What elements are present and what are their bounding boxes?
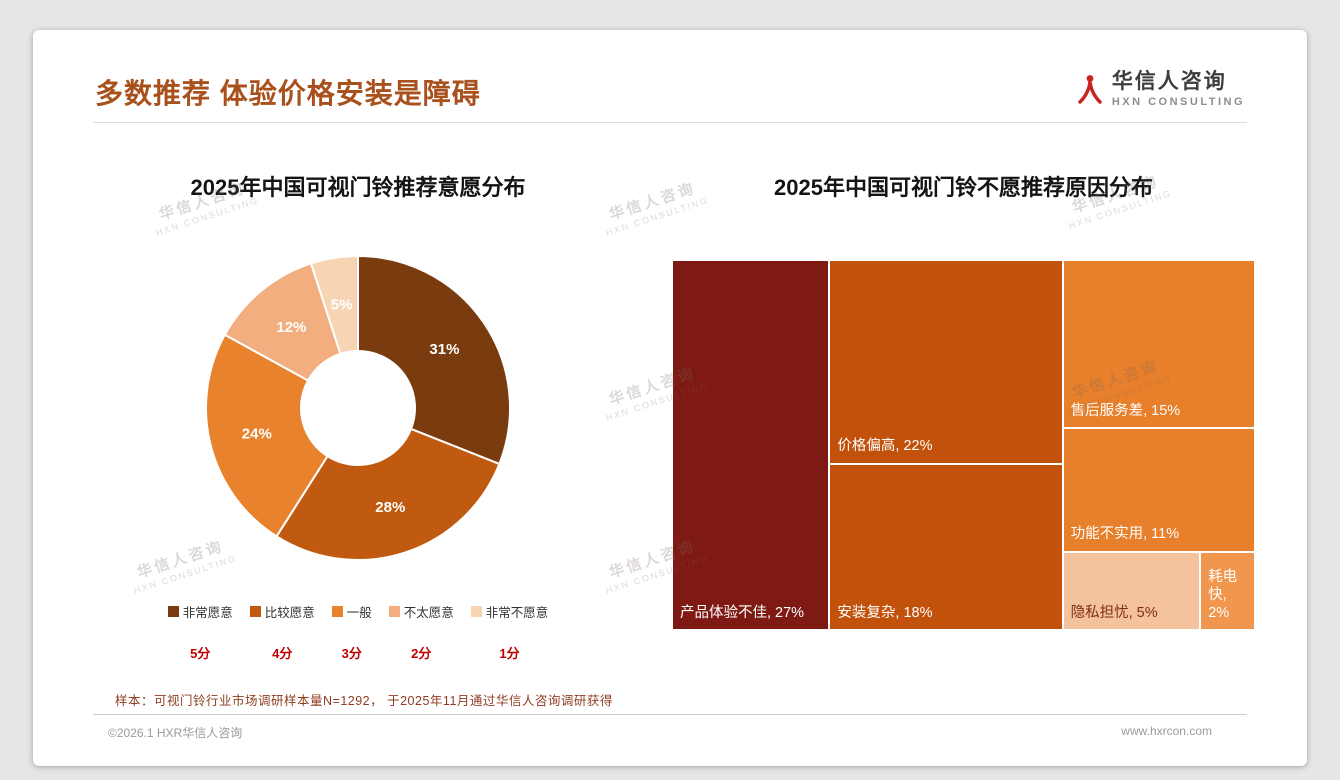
logo-name-cn: 华信人咨询 <box>1111 70 1227 93</box>
treemap-block-4: 功能不实用, 11% <box>1062 427 1255 552</box>
legend-col-1: 比较愿意 4分 <box>249 602 315 662</box>
donut-legend: 非常愿意 5分 比较愿意 4分 一般 3分 不太愿意 2分 非常不愿意 1分 <box>93 602 623 662</box>
treemap-block-0: 产品体验不佳, 27% <box>672 260 830 630</box>
legend-swatch-3 <box>388 606 400 617</box>
legend-swatch-2 <box>331 606 343 617</box>
donut-slice-label-0: 31% <box>429 341 459 358</box>
donut-slice-label-3: 12% <box>276 319 306 336</box>
legend-item-0: 非常愿意 <box>167 602 233 621</box>
donut-slice-0 <box>357 254 511 466</box>
legend-item-3: 不太愿意 <box>388 602 454 621</box>
donut-slice-label-1: 28% <box>375 499 405 516</box>
treemap-block-label-2: 安装复杂, 18% <box>837 604 933 621</box>
legend-item-4: 非常不愿意 <box>470 602 549 621</box>
legend-item-1: 比较愿意 <box>249 602 315 621</box>
logo-text: 华信人咨询 HXN CONSULTING <box>1112 70 1245 108</box>
treemap-block-6: 耗电快, 2% <box>1200 551 1255 630</box>
donut-slice-4 <box>309 254 359 356</box>
treemap-block-label-0: 产品体验不佳, 27% <box>680 604 805 621</box>
legend-label-1: 比较愿意 <box>264 606 315 620</box>
donut-slice-1 <box>275 427 501 561</box>
donut-chart: 31% 28% 24% 12% 5% <box>205 254 511 561</box>
legend-col-2: 一般 3分 <box>331 602 372 662</box>
logo: 华信人咨询 HXN CONSULTING <box>1077 70 1245 108</box>
legend-swatch-4 <box>470 606 482 617</box>
donut-chart-title: 2025年中国可视门铃推荐意愿分布 <box>190 175 526 200</box>
logo-mark-icon <box>1078 75 1102 104</box>
treemap-chart: 产品体验不佳, 27% 价格偏高, 22% 安装复杂, 18% 售后服务差, 15% 功… <box>672 260 1255 630</box>
legend-score-4: 1分 <box>499 646 520 661</box>
legend-score-2: 3分 <box>341 646 362 661</box>
footer-copyright: ©2026.1 HXR华信人咨询 <box>108 726 243 740</box>
donut-slice-2 <box>205 333 329 538</box>
treemap-block-label-3: 售后服务差, 15% <box>1070 402 1181 419</box>
treemap-block-label-5: 隐私担忧, 5% <box>1070 604 1158 621</box>
treemap-block-label-6: 耗电快, 2% <box>1208 568 1238 621</box>
page-title: 多数推荐 体验价格安装是障碍 <box>95 78 481 109</box>
treemap-chart-title: 2025年中国可视门铃不愿推荐原因分布 <box>774 175 1153 200</box>
footer-website: www.hxrcon.com <box>1121 724 1212 738</box>
slide-card: 多数推荐 体验价格安装是障碍 华信人咨询 HXN CONSULTING 2025… <box>33 30 1307 766</box>
donut-slice-3 <box>223 262 342 382</box>
legend-label-3: 不太愿意 <box>403 606 454 620</box>
legend-swatch-0 <box>167 606 179 617</box>
legend-score-1: 4分 <box>272 646 293 661</box>
donut-slice-label-2: 24% <box>242 425 272 442</box>
header-divider <box>93 122 1247 123</box>
legend-swatch-1 <box>249 606 261 617</box>
footer-divider <box>93 714 1247 715</box>
treemap-block-5: 隐私担忧, 5% <box>1062 551 1201 630</box>
legend-score-3: 2分 <box>411 646 432 661</box>
treemap-block-label-1: 价格偏高, 22% <box>837 438 933 455</box>
legend-label-4: 非常不愿意 <box>485 606 549 620</box>
treemap-block-label-4: 功能不实用, 11% <box>1070 526 1180 543</box>
legend-col-0: 非常愿意 5分 <box>167 602 233 662</box>
logo-name-en: HXN CONSULTING <box>1111 96 1245 109</box>
legend-col-3: 不太愿意 2分 <box>388 602 454 662</box>
legend-label-0: 非常愿意 <box>182 606 233 620</box>
legend-score-0: 5分 <box>190 646 211 661</box>
legend-col-4: 非常不愿意 1分 <box>470 602 549 662</box>
treemap-block-3: 售后服务差, 15% <box>1062 260 1255 428</box>
donut-slice-label-4: 5% <box>331 296 353 313</box>
treemap-block-2: 安装复杂, 18% <box>829 463 1063 630</box>
legend-item-2: 一般 <box>331 602 372 621</box>
legend-label-2: 一般 <box>346 606 372 620</box>
sample-footnote: 样本：可视门铃行业市场调研样本量N=1292， 于2025年11月通过华信人咨询… <box>115 694 613 708</box>
treemap-block-1: 价格偏高, 22% <box>829 260 1063 464</box>
